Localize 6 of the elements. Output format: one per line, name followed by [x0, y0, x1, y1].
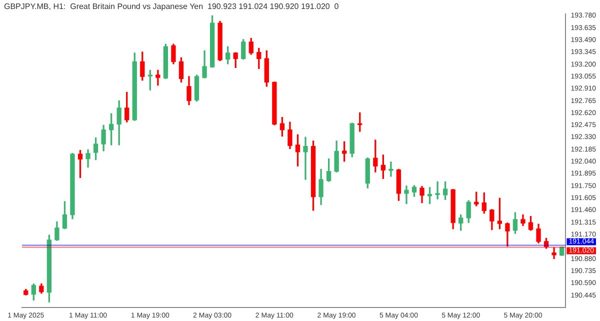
candlestick — [404, 186, 409, 204]
candlestick — [303, 136, 308, 180]
candlestick — [388, 162, 394, 177]
chart-title: GBPJPY.MB, H1: Great Britain Pound vs Japanese Yen 190.923 191.024 190.920 191.020 0 — [4, 2, 340, 12]
candlestick — [435, 181, 440, 200]
candlestick — [156, 70, 160, 86]
